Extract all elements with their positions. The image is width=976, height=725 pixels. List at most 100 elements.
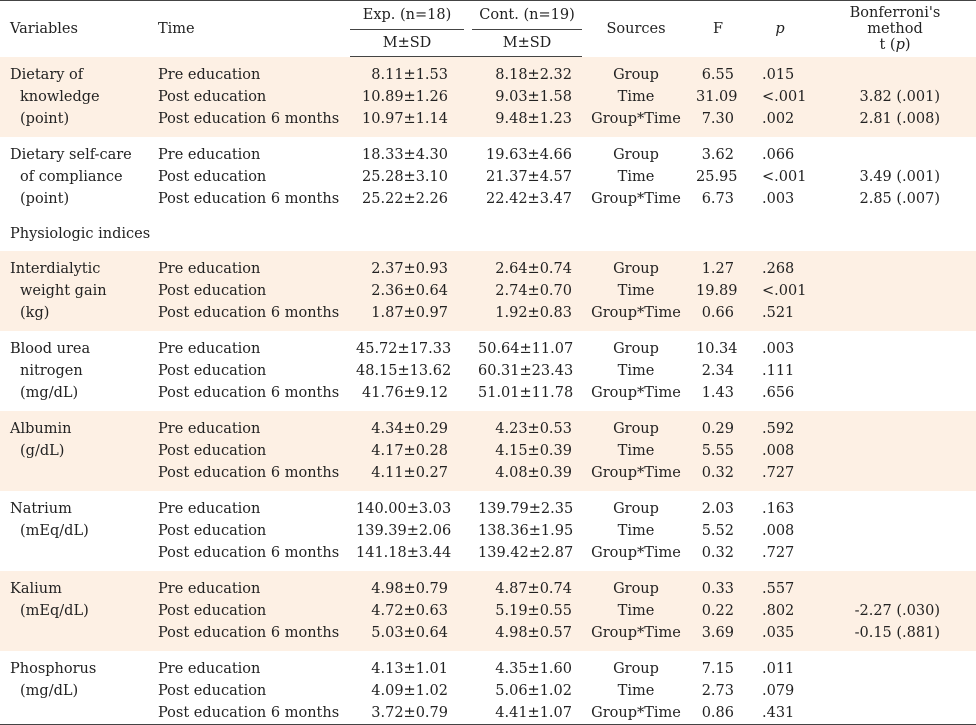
variable-cell: Phosphorus	[0, 658, 148, 680]
time-cell: Post education 6 months	[148, 702, 350, 725]
table-row: (point) Post education 6 months 25.22±2.26…	[0, 188, 976, 210]
f-cell: 0.32	[690, 542, 746, 564]
variable-cell: (point)	[0, 188, 148, 210]
source-cell: Time	[582, 280, 690, 302]
header-msd-cont: M±SD	[472, 29, 582, 57]
source-cell: Group	[582, 498, 690, 520]
time-cell: Post education	[148, 440, 350, 462]
exp-cell: 2.36±0.64	[350, 280, 464, 302]
variable-cell: nitrogen	[0, 360, 148, 382]
bonferroni-cell: 3.82 (.001)	[814, 86, 976, 108]
cont-cell: 1.92±0.83	[472, 302, 582, 324]
p-cell: .066	[746, 144, 814, 166]
source-cell: Group	[582, 338, 690, 360]
time-cell: Post education 6 months	[148, 302, 350, 324]
variable-cell: Dietary self-care	[0, 144, 148, 166]
header-variables: Variables	[0, 0, 148, 57]
cont-cell: 4.23±0.53	[472, 418, 582, 440]
header-exp: Exp. (n=18)	[350, 0, 464, 30]
variable-cell	[0, 462, 148, 484]
table-row: (g/dL) Post education 4.17±0.28 4.15±0.39 Ti…	[0, 440, 976, 462]
exp-cell: 25.22±2.26	[350, 188, 464, 210]
variable-cell: (mEq/dL)	[0, 600, 148, 622]
time-cell: Post education 6 months	[148, 542, 350, 564]
p-cell: .557	[746, 578, 814, 600]
source-cell: Group*Time	[582, 302, 690, 324]
variable-cell	[0, 542, 148, 564]
p-cell: <.001	[746, 280, 814, 302]
f-cell: 2.73	[690, 680, 746, 702]
cont-cell: 60.31±23.43	[472, 360, 582, 382]
cont-cell: 138.36±1.95	[472, 520, 582, 542]
bonferroni-cell: -2.27 (.030)	[814, 600, 976, 622]
f-cell: 0.29	[690, 418, 746, 440]
variable-cell: (mg/dL)	[0, 680, 148, 702]
header-time: Time	[148, 0, 350, 57]
time-cell: Pre education	[148, 258, 350, 280]
variable-cell	[0, 702, 148, 725]
time-cell: Post education	[148, 280, 350, 302]
cont-cell: 8.18±2.32	[472, 64, 582, 86]
variable-cell	[0, 622, 148, 644]
f-cell: 3.62	[690, 144, 746, 166]
exp-cell: 10.89±1.26	[350, 86, 464, 108]
cont-cell: 4.35±1.60	[472, 658, 582, 680]
bonferroni-cell: -0.15 (.881)	[814, 622, 976, 644]
table-row: Interdialytic Pre education 2.37±0.93 2.64±…	[0, 258, 976, 280]
p-cell: .592	[746, 418, 814, 440]
bonferroni-cell: 2.85 (.007)	[814, 188, 976, 210]
source-cell: Group*Time	[582, 462, 690, 484]
bonferroni-cell	[814, 418, 976, 440]
header-bonferroni-line2: t (p)	[879, 36, 911, 53]
bonferroni-cell	[814, 542, 976, 564]
section-row: Physiologic indices	[0, 217, 976, 251]
table-row: (point) Post education 6 months 10.97±1.14…	[0, 108, 976, 130]
header-bonferroni-line1: Bonferroni's method	[849, 4, 941, 37]
source-cell: Group	[582, 64, 690, 86]
variable-cell: weight gain	[0, 280, 148, 302]
exp-cell: 2.37±0.93	[350, 258, 464, 280]
exp-cell: 48.15±13.62	[350, 360, 464, 382]
bonferroni-cell	[814, 302, 976, 324]
cont-cell: 5.06±1.02	[472, 680, 582, 702]
section-physiologic-indices: Physiologic indices	[0, 217, 976, 251]
table-row: (mEq/dL) Post education 4.72±0.63 5.19±0.55…	[0, 600, 976, 622]
table-row: Dietary self-care Pre education 18.33±4.30…	[0, 144, 976, 166]
time-cell: Post education	[148, 86, 350, 108]
p-cell: .015	[746, 64, 814, 86]
header-p: p	[746, 0, 814, 57]
table-row: Post education 6 months 4.11±0.27 4.08±0.3…	[0, 462, 976, 484]
f-cell: 19.89	[690, 280, 746, 302]
variable-cell: (g/dL)	[0, 440, 148, 462]
cont-cell: 4.15±0.39	[472, 440, 582, 462]
p-cell: .008	[746, 520, 814, 542]
p-cell: <.001	[746, 86, 814, 108]
f-cell: 25.95	[690, 166, 746, 188]
p-cell: .163	[746, 498, 814, 520]
header-bonferroni: Bonferroni's method t (p)	[814, 0, 976, 57]
exp-cell: 140.00±3.03	[350, 498, 464, 520]
time-cell: Pre education	[148, 578, 350, 600]
f-cell: 7.30	[690, 108, 746, 130]
exp-cell: 4.17±0.28	[350, 440, 464, 462]
exp-cell: 4.09±1.02	[350, 680, 464, 702]
source-cell: Group	[582, 578, 690, 600]
source-cell: Group*Time	[582, 542, 690, 564]
f-cell: 5.52	[690, 520, 746, 542]
p-cell: .521	[746, 302, 814, 324]
bonferroni-cell	[814, 144, 976, 166]
header-msd-exp: M±SD	[350, 29, 464, 57]
source-cell: Time	[582, 520, 690, 542]
table-header: Variables Time Exp. (n=18) Cont. (n=19) …	[0, 0, 976, 57]
p-cell: .111	[746, 360, 814, 382]
cont-cell: 5.19±0.55	[472, 600, 582, 622]
f-cell: 0.33	[690, 578, 746, 600]
p-cell: <.001	[746, 166, 814, 188]
p-cell: .727	[746, 462, 814, 484]
source-cell: Group*Time	[582, 188, 690, 210]
bonferroni-cell	[814, 440, 976, 462]
time-cell: Post education 6 months	[148, 462, 350, 484]
table-row: Post education 6 months 141.18±3.44 139.42…	[0, 542, 976, 564]
header-sources: Sources	[582, 0, 690, 57]
